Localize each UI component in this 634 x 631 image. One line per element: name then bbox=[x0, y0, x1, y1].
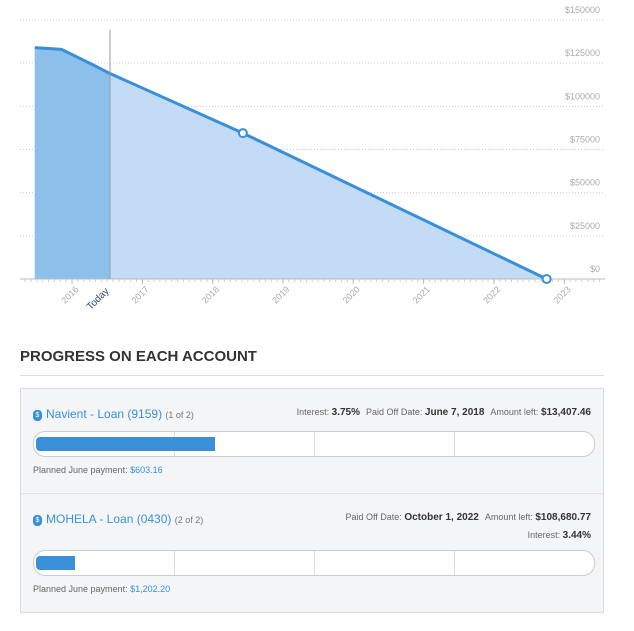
accounts-panel: $ Navient - Loan (9159) (1 of 2) Interest:… bbox=[20, 388, 604, 613]
x-tick-label: 2022 bbox=[481, 284, 502, 305]
x-tick-label: 2021 bbox=[411, 284, 432, 305]
progress-bar bbox=[33, 431, 595, 457]
planned-label: Planned June payment: bbox=[33, 584, 128, 594]
x-tick-label: 2020 bbox=[341, 284, 362, 305]
x-tick-label: 2017 bbox=[130, 284, 151, 305]
paid-off-date: October 1, 2022 bbox=[404, 512, 479, 523]
account-info: Paid Off Date: October 1, 2022 Amount lef… bbox=[345, 512, 591, 523]
account: $ Navient - Loan (9159) (1 of 2) Interest:… bbox=[21, 389, 603, 493]
account-heading: $ Navient - Loan (9159) (1 of 2) bbox=[33, 407, 194, 421]
y-tick-label: $125000 bbox=[565, 48, 600, 58]
planned-payment: Planned June payment: $1,202.20 bbox=[33, 584, 170, 594]
bar-divider bbox=[454, 432, 455, 456]
account-info: Interest: 3.44% bbox=[528, 530, 591, 541]
future-area bbox=[34, 47, 547, 280]
amount-left: $108,680.77 bbox=[535, 512, 591, 523]
y-tick-label: $0 bbox=[590, 264, 600, 274]
y-tick-label: $75000 bbox=[570, 135, 600, 145]
account-heading: $ MOHELA - Loan (0430) (2 of 2) bbox=[33, 512, 203, 526]
chart: $0 $25000 $50000 $75000 $100000 $125000 $15000… bbox=[20, 5, 605, 313]
bar-divider bbox=[314, 432, 315, 456]
marker bbox=[541, 274, 552, 284]
y-tick-label: $150000 bbox=[565, 5, 600, 15]
interest: 3.44% bbox=[562, 530, 591, 541]
paid-off-date-label: Paid Off Date: bbox=[345, 512, 402, 522]
x-tick-label: 2018 bbox=[200, 284, 221, 305]
x-tick-label: 2016 bbox=[59, 284, 80, 305]
money-icon: $ bbox=[33, 515, 42, 526]
y-tick-label: $25000 bbox=[570, 221, 600, 231]
planned-amount[interactable]: $603.16 bbox=[130, 465, 163, 475]
interest-label: Interest: bbox=[527, 530, 561, 540]
account-name[interactable]: MOHELA - Loan (0430) bbox=[46, 512, 172, 526]
interest: 3.75% bbox=[331, 407, 361, 418]
amount-left-label: Amount left: bbox=[484, 512, 533, 522]
paid-off-date: June 7, 2018 bbox=[424, 407, 485, 418]
bar-divider bbox=[174, 551, 175, 575]
marker bbox=[237, 128, 248, 139]
progress-bar bbox=[33, 550, 595, 576]
planned-amount[interactable]: $1,202.20 bbox=[130, 584, 171, 594]
planned-payment: Planned June payment: $603.16 bbox=[33, 465, 163, 475]
y-tick-label: $50000 bbox=[570, 178, 600, 188]
progress-fill bbox=[36, 437, 216, 451]
progress-section: PROGRESS ON EACH ACCOUNT $ Navient - Loan… bbox=[20, 340, 604, 613]
bar-divider bbox=[314, 551, 315, 575]
x-tick-label: 2023 bbox=[551, 284, 572, 305]
account-position: (1 of 2) bbox=[165, 410, 194, 420]
account-name[interactable]: Navient - Loan (9159) bbox=[46, 407, 163, 421]
amount-left: $13,407.46 bbox=[540, 407, 591, 418]
money-icon: $ bbox=[33, 410, 42, 421]
past-area bbox=[34, 47, 110, 279]
today-label: Today bbox=[85, 286, 112, 313]
interest-label: Interest: bbox=[296, 407, 330, 417]
progress-fill bbox=[36, 556, 76, 570]
planned-label: Planned June payment: bbox=[33, 465, 128, 475]
account-info: Interest: 3.75% Paid Off Date: June 7, 20… bbox=[297, 407, 591, 418]
account-position: (2 of 2) bbox=[174, 515, 204, 525]
account: $ MOHELA - Loan (0430) (2 of 2) Paid Off D… bbox=[21, 493, 603, 612]
x-tick-label: 2019 bbox=[270, 284, 291, 305]
section-title: PROGRESS ON EACH ACCOUNT bbox=[20, 348, 604, 376]
y-tick-label: $100000 bbox=[565, 91, 600, 101]
amount-left-label: Amount left: bbox=[490, 407, 539, 417]
bar-divider bbox=[454, 551, 455, 575]
paid-off-date-label: Paid Off Date: bbox=[366, 407, 423, 417]
